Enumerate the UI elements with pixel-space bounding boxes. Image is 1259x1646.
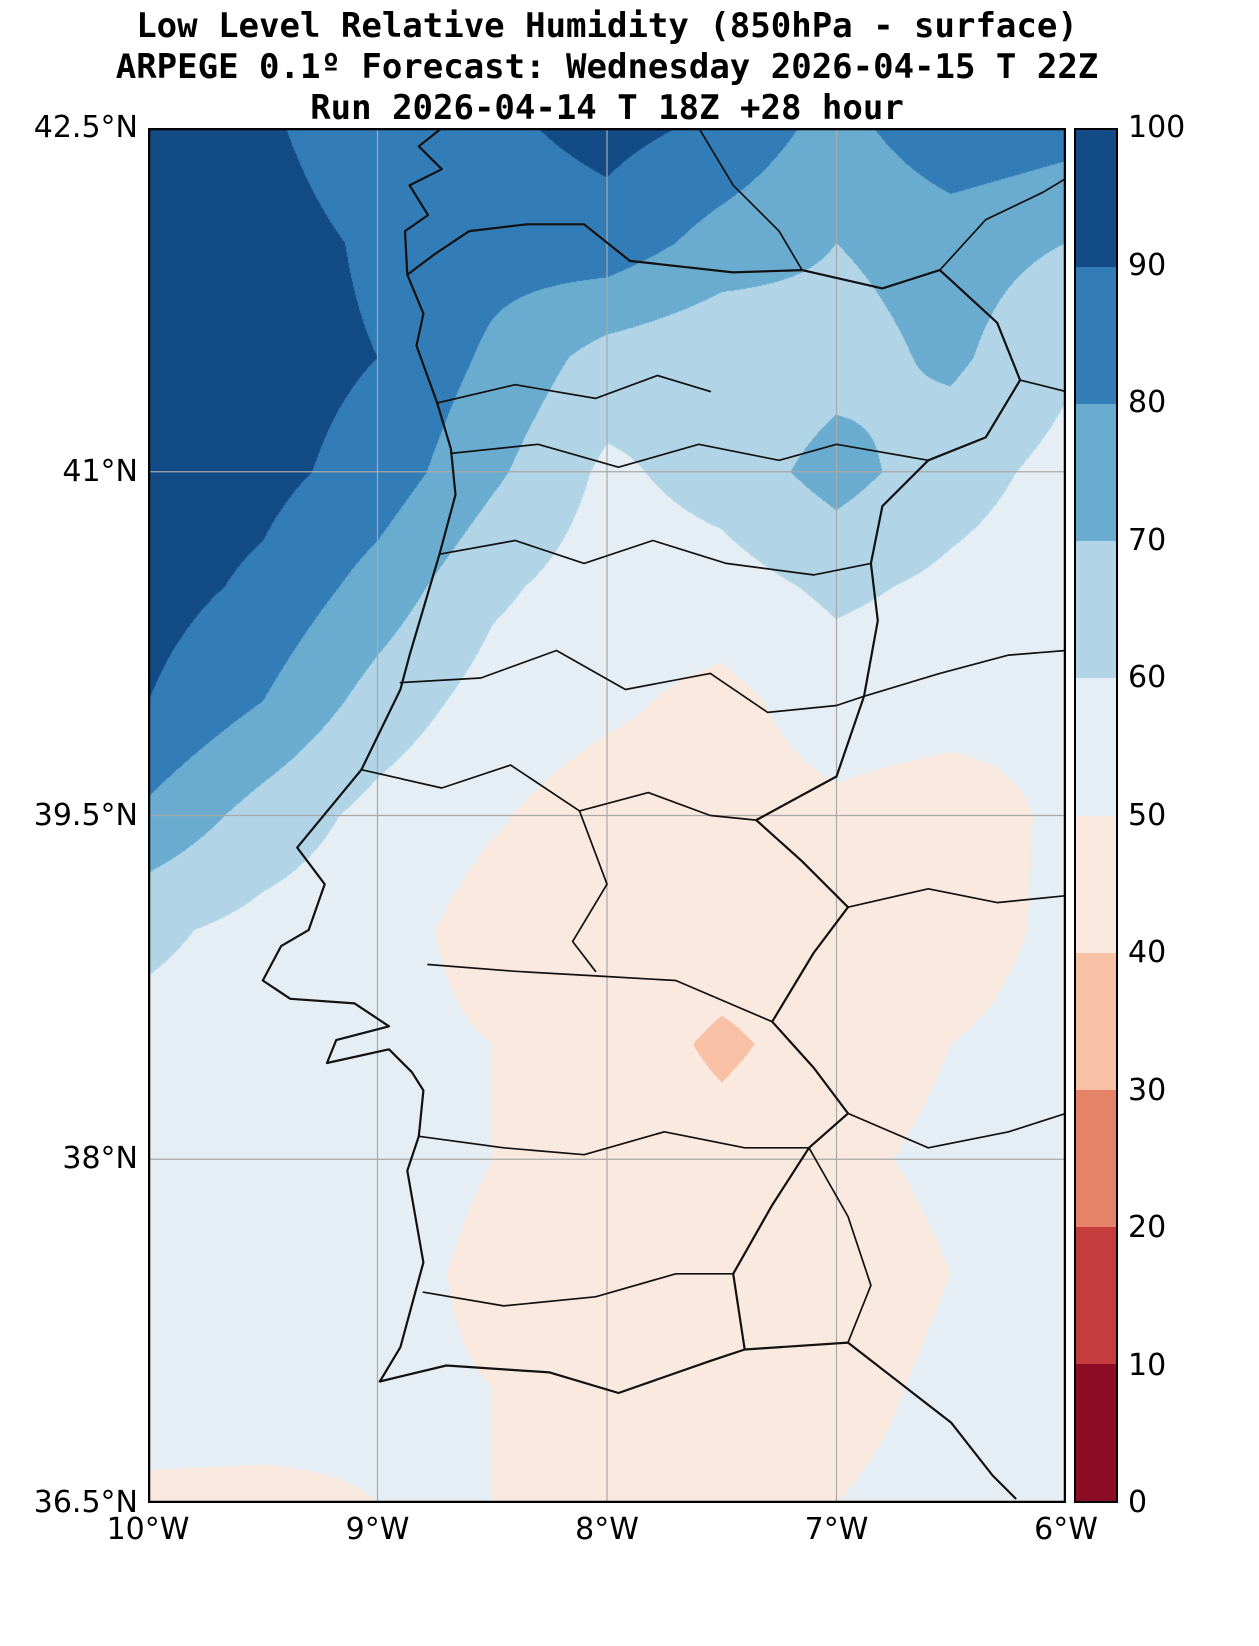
spain-internal-boundary	[863, 649, 1066, 698]
colorbar-tick-label: 10	[1128, 1347, 1167, 1383]
x-tick-label: 8°W	[575, 1512, 639, 1547]
spain-internal-boundary	[808, 1146, 872, 1344]
y-tick-label: 36.5°N	[33, 1485, 138, 1520]
colorbar-segment	[1076, 130, 1116, 269]
district-boundary	[450, 443, 930, 469]
chart-subtitle-run: Run 2026-04-14 T 18Z +28 hour	[310, 88, 904, 128]
district-boundary	[438, 539, 872, 576]
colorbar-segment	[1076, 678, 1116, 817]
galicia-coast-path	[403, 128, 443, 276]
spain-internal-boundary	[847, 1112, 1066, 1149]
y-tick-label: 41°N	[62, 453, 138, 489]
x-tick-label: 7°W	[804, 1512, 869, 1547]
spain-internal-boundary	[1019, 379, 1066, 393]
y-tick-label: 38°N	[62, 1141, 138, 1177]
colorbar-tick-label: 40	[1128, 935, 1167, 970]
district-boundary	[360, 764, 758, 821]
x-tick-label: 10°W	[106, 1512, 190, 1547]
spain-internal-boundary	[697, 128, 803, 271]
district-boundary	[399, 649, 865, 714]
colorbar-tick-label: 60	[1128, 660, 1167, 695]
chart-subtitle-forecast: ARPEGE 0.1º Forecast: Wednesday 2026-04-…	[115, 47, 1099, 87]
spain-internal-boundary	[847, 887, 1066, 909]
spain-south-coast-path	[743, 1341, 1017, 1500]
colorbar-tick-label: 30	[1128, 1072, 1167, 1108]
colorbar-segment	[1076, 267, 1116, 406]
title-block: Low Level Relative Humidity (850hPa - su…	[0, 6, 1214, 129]
plot-frame	[148, 128, 1066, 1503]
district-boundary	[427, 963, 774, 1023]
map-lines-overlay	[148, 128, 1066, 1503]
district-boundary	[436, 374, 712, 404]
colorbar-segment	[1076, 1363, 1116, 1501]
spain-internal-boundary	[938, 177, 1066, 271]
colorbar-tick-label: 70	[1128, 522, 1167, 558]
district-boundary	[422, 1272, 735, 1307]
colorbar-segment	[1076, 815, 1116, 954]
colorbar-tick-label: 50	[1128, 797, 1167, 833]
colorbar-tick-label: 80	[1128, 385, 1167, 420]
x-tick-label: 9°W	[345, 1512, 410, 1547]
y-tick-label: 39.5°N	[33, 797, 138, 833]
map-plot-area	[148, 128, 1066, 1503]
colorbar-tick-label: 90	[1128, 247, 1167, 283]
colorbar-segment	[1076, 952, 1116, 1091]
portugal-border-path	[261, 223, 1022, 1395]
colorbar-segment	[1076, 404, 1116, 543]
y-tick-label: 42.5°N	[33, 110, 138, 145]
district-boundary	[571, 810, 608, 973]
colorbar-tick-label: 0	[1128, 1485, 1148, 1520]
x-tick-label: 6°W	[1034, 1512, 1098, 1547]
colorbar-segment	[1076, 1089, 1116, 1228]
colorbar-tick-label: 100	[1128, 110, 1186, 145]
colorbar-segment	[1076, 541, 1116, 680]
colorbar	[1074, 128, 1118, 1503]
colorbar-segment	[1076, 1226, 1116, 1365]
colorbar-tick-label: 20	[1128, 1210, 1167, 1245]
district-boundary	[417, 1130, 810, 1156]
chart-title: Low Level Relative Humidity (850hPa - su…	[136, 6, 1078, 46]
